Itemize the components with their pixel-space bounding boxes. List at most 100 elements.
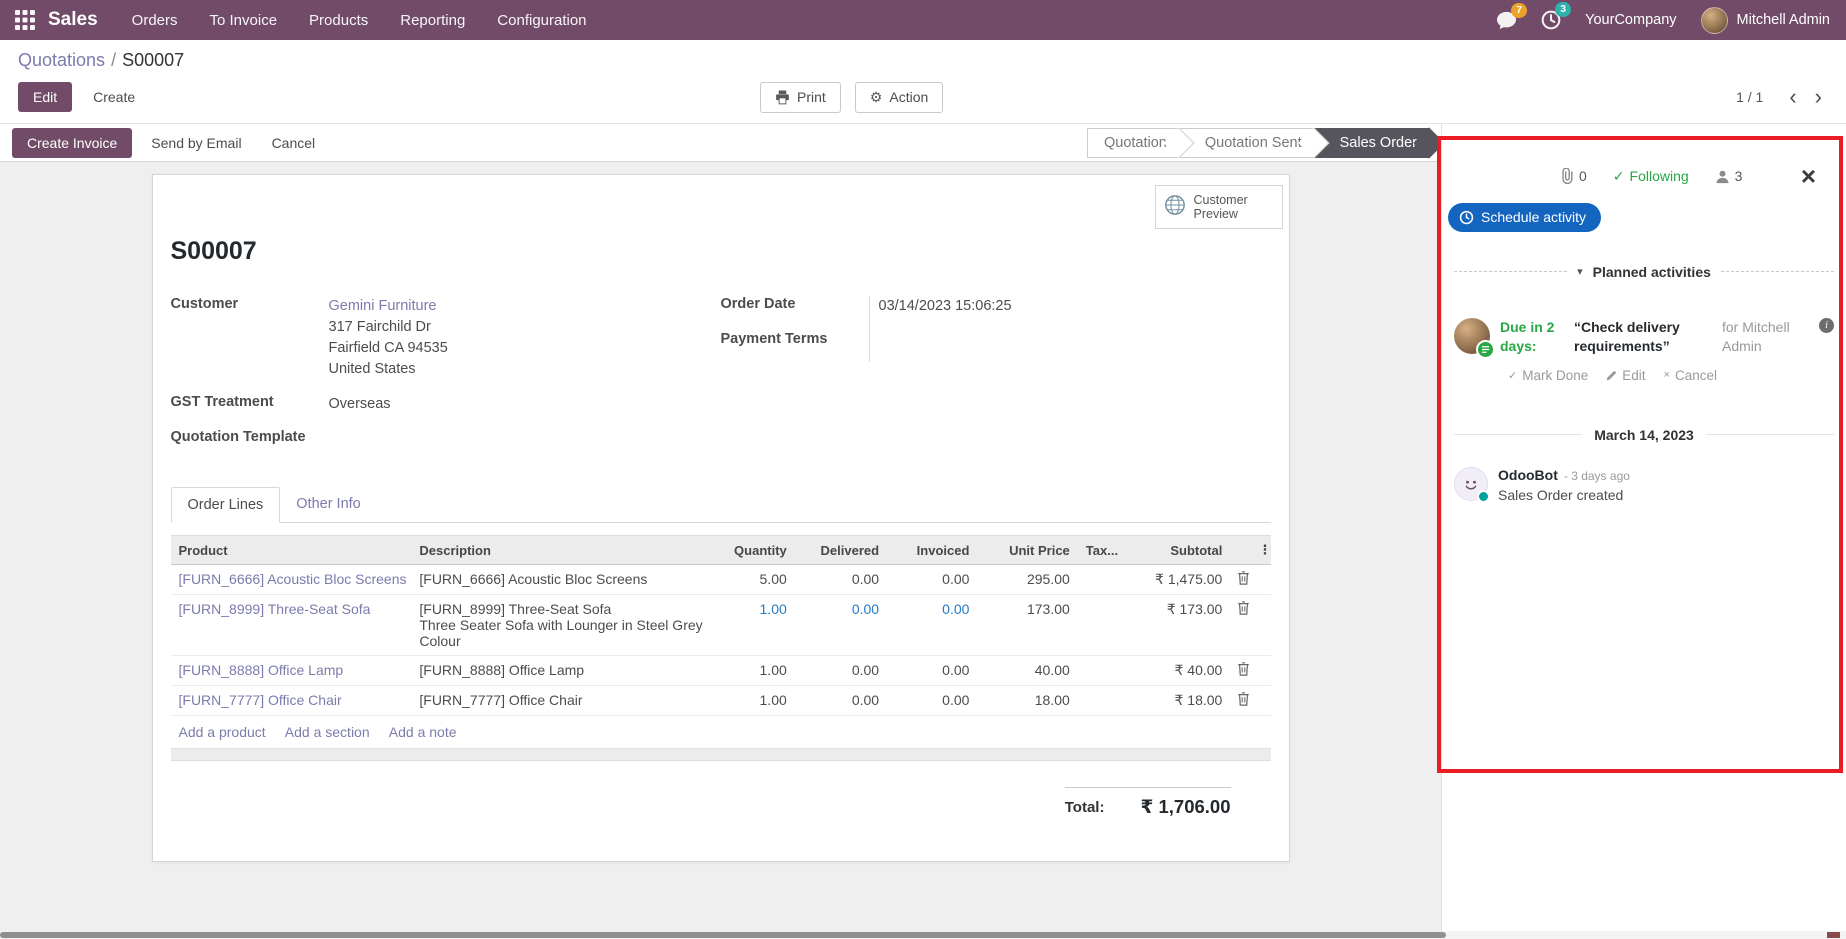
- table-bottom-strip: [170, 748, 1271, 762]
- print-button[interactable]: Print: [760, 81, 841, 113]
- paperclip-icon: [1562, 168, 1573, 185]
- product-link[interactable]: [FURN_8999] Three-Seat Sofa: [178, 601, 371, 618]
- messages-icon[interactable]: 7: [1496, 2, 1528, 30]
- order-title: S00007: [170, 237, 257, 265]
- message-timestamp: - 3 days ago: [1563, 468, 1630, 483]
- order-lines-table: Product Description Quantity Delivered I…: [170, 535, 1271, 748]
- cancel-order-button[interactable]: Cancel: [261, 128, 327, 158]
- menu-products[interactable]: Products: [309, 11, 369, 29]
- message-author: OdooBot: [1498, 466, 1558, 483]
- send-by-email-button[interactable]: Send by Email: [140, 128, 252, 158]
- form-canvas: Customer Preview S00007 Customer Gemini …: [0, 162, 1441, 939]
- action-button[interactable]: ⚙ Action: [854, 81, 944, 113]
- control-panel: Quotations / S00007 Edit Create Print ⚙ Ac…: [0, 40, 1846, 124]
- activity-summary: “Check delivery requirements”: [1574, 318, 1680, 354]
- pager-previous-button[interactable]: ‹: [1783, 86, 1802, 108]
- breadcrumb-current: S00007: [122, 50, 185, 70]
- followers-button[interactable]: 3: [1715, 168, 1742, 184]
- cancel-activity-button[interactable]: × Cancel: [1663, 367, 1717, 383]
- chatter-message: OdooBot - 3 days ago Sales Order created: [1454, 466, 1834, 503]
- apps-menu-icon[interactable]: [10, 5, 40, 35]
- product-link[interactable]: [FURN_7777] Office Chair: [178, 692, 342, 709]
- following-button[interactable]: ✓ Following: [1612, 167, 1689, 185]
- table-header-row: Product Description Quantity Delivered I…: [170, 535, 1271, 566]
- add-a-product-link[interactable]: Add a product: [178, 724, 266, 741]
- delete-line-icon[interactable]: [1230, 564, 1257, 596]
- field-customer: Customer Gemini Furniture 317 Fairchild …: [171, 296, 721, 380]
- activities-icon[interactable]: 3: [1541, 2, 1572, 30]
- tab-other-info[interactable]: Other Info: [296, 496, 361, 513]
- product-link[interactable]: [FURN_6666] Acoustic Bloc Screens: [178, 571, 407, 588]
- user-menu[interactable]: Mitchell Admin: [1700, 6, 1830, 34]
- edit-activity-button[interactable]: Edit: [1606, 368, 1646, 383]
- chatter-toolbar: 0 ✓ Following 3 ×: [1560, 161, 1816, 191]
- menu-to-invoice[interactable]: To Invoice: [209, 11, 278, 29]
- payment-terms-label: Payment Terms: [720, 331, 828, 348]
- planned-activity-item: Due in 2 days: “Check delivery requireme…: [1454, 317, 1834, 383]
- col-description: Description: [411, 535, 713, 566]
- create-button[interactable]: Create: [80, 82, 148, 112]
- company-switcher[interactable]: YourCompany: [1585, 12, 1677, 28]
- message-body: Sales Order created: [1498, 486, 1624, 503]
- col-invoiced: Invoiced: [887, 535, 978, 566]
- statusbar: Create Invoice Send by Email Cancel Quot…: [0, 124, 1441, 162]
- stage-quotation-sent[interactable]: Quotation Sent: [1178, 127, 1314, 158]
- app-name[interactable]: Sales: [48, 9, 98, 30]
- customer-address-line1: 317 Fairchild Dr: [328, 319, 431, 336]
- followers-icon: [1716, 170, 1729, 183]
- topbar: Sales Orders To Invoice Products Reporti…: [0, 0, 1846, 40]
- delete-line-icon[interactable]: [1230, 594, 1257, 657]
- stage-sales-order[interactable]: Sales Order: [1313, 127, 1429, 158]
- collapse-caret-icon: ▾: [1577, 266, 1583, 279]
- planned-activities-header[interactable]: ▾ Planned activities: [1442, 264, 1846, 280]
- col-delivered: Delivered: [794, 535, 888, 566]
- breadcrumb-separator: /: [111, 50, 117, 70]
- field-order-date: Order Date 03/14/2023 15:06:25: [721, 296, 1271, 317]
- menu-reporting[interactable]: Reporting: [400, 11, 466, 29]
- notebook-tabs: Order Lines Other Info: [170, 487, 1271, 524]
- activity-info-icon[interactable]: i: [1819, 317, 1834, 333]
- field-gst-treatment: GST Treatment Overseas: [171, 394, 721, 415]
- horizontal-scrollbar: [0, 931, 1846, 939]
- order-line-row[interactable]: [FURN_8888] Office Lamp [FURN_8888] Offi…: [170, 655, 1271, 687]
- menu-orders[interactable]: Orders: [131, 11, 178, 29]
- customer-address-line2: Fairfield CA 94535: [328, 340, 448, 357]
- totals-section: Total: ₹ 1,706.00: [171, 787, 1231, 818]
- activities-badge: 3: [1555, 2, 1572, 17]
- gst-treatment-value: Overseas: [328, 396, 391, 413]
- add-a-section-link[interactable]: Add a section: [284, 724, 370, 741]
- menu-configuration[interactable]: Configuration: [497, 11, 587, 29]
- stage-quotation[interactable]: Quotation: [1086, 127, 1179, 158]
- order-line-row[interactable]: [FURN_8999] Three-Seat Sofa [FURN_8999] …: [170, 594, 1271, 657]
- order-line-row[interactable]: [FURN_7777] Office Chair [FURN_7777] Off…: [170, 685, 1271, 717]
- order-date-label: Order Date: [720, 296, 796, 312]
- close-chatter-icon[interactable]: ×: [1800, 161, 1816, 191]
- breadcrumb-quotations-link[interactable]: Quotations: [18, 50, 106, 70]
- create-invoice-button[interactable]: Create Invoice: [12, 127, 133, 158]
- col-subtotal: Subtotal: [1125, 535, 1231, 566]
- col-quantity: Quantity: [712, 535, 795, 566]
- customer-preview-button[interactable]: Customer Preview: [1154, 185, 1283, 229]
- mark-done-button[interactable]: ✓ Mark Done: [1508, 367, 1589, 383]
- pager-next-button[interactable]: ›: [1809, 86, 1828, 108]
- product-link[interactable]: [FURN_8888] Office Lamp: [178, 662, 344, 679]
- edit-button[interactable]: Edit: [18, 82, 73, 112]
- optional-columns-toggle-icon[interactable]: ⋮: [1256, 535, 1271, 566]
- customer-label: Customer: [170, 296, 239, 312]
- horizontal-scrollbar-thumb[interactable]: [0, 932, 1446, 938]
- schedule-activity-button[interactable]: Schedule activity: [1448, 202, 1602, 232]
- main-menu: Orders To Invoice Products Reporting Con…: [132, 12, 587, 29]
- customer-link[interactable]: Gemini Furniture: [328, 298, 437, 314]
- tab-order-lines[interactable]: Order Lines: [170, 487, 281, 524]
- check-icon: ✓: [1508, 369, 1518, 382]
- add-a-note-link[interactable]: Add a note: [388, 724, 457, 741]
- check-icon: ✓: [1612, 167, 1625, 184]
- attachments-button[interactable]: 0: [1560, 168, 1587, 185]
- status-pipeline: Quotation Quotation Sent Sales Order: [1086, 124, 1429, 161]
- total-label: Total:: [1064, 798, 1105, 816]
- delete-line-icon[interactable]: [1230, 655, 1257, 687]
- user-name: Mitchell Admin: [1736, 12, 1830, 28]
- scroll-corner: [1827, 932, 1840, 938]
- delete-line-icon[interactable]: [1230, 685, 1257, 717]
- order-line-row[interactable]: [FURN_6666] Acoustic Bloc Screens [FURN_…: [170, 564, 1271, 596]
